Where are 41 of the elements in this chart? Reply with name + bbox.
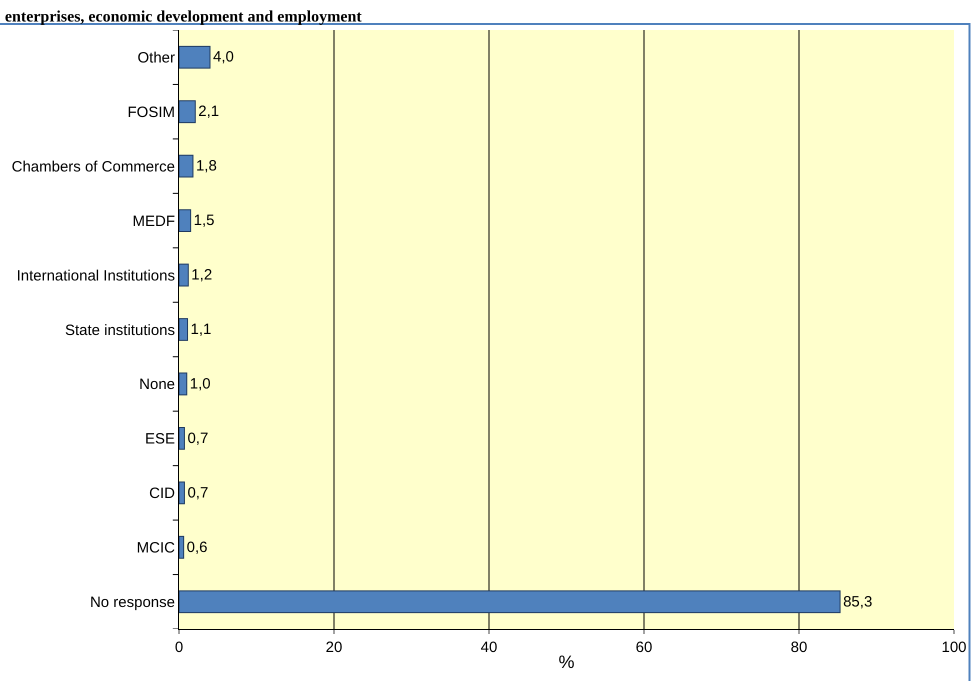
y-tick-label: State institutions xyxy=(64,322,175,339)
data-label: 0,7 xyxy=(187,484,208,502)
y-tick-label: No response xyxy=(90,594,175,612)
x-tick-label: 40 xyxy=(480,639,498,656)
y-tick-label: FOSIM xyxy=(128,104,175,121)
x-tick-label: 20 xyxy=(326,639,342,656)
bar xyxy=(179,536,184,559)
data-label: 1,5 xyxy=(194,212,214,230)
x-tick-label: 80 xyxy=(790,639,808,656)
bar xyxy=(179,590,841,614)
data-label: 2,1 xyxy=(198,103,220,120)
data-label: 85,3 xyxy=(843,593,872,610)
bar xyxy=(179,481,185,504)
data-label: 4,0 xyxy=(213,48,234,66)
data-label: 1,1 xyxy=(190,321,212,338)
data-label: 1,8 xyxy=(196,158,217,175)
chart-title: enterprises, economic development and employment xyxy=(4,8,362,26)
y-tick-label: MEDF xyxy=(132,212,175,230)
bar xyxy=(179,100,196,124)
bar xyxy=(179,209,192,232)
bar xyxy=(179,427,185,450)
bar xyxy=(179,318,188,341)
bar xyxy=(179,264,189,286)
data-label: 1,0 xyxy=(190,375,211,392)
bar xyxy=(179,372,188,396)
x-tick-label: 60 xyxy=(636,639,652,656)
y-tick-label: International Institutions xyxy=(16,267,175,284)
x-tick-label: 100 xyxy=(941,639,967,656)
bar xyxy=(179,154,194,178)
y-tick-label: Chambers of Commerce xyxy=(12,158,175,176)
data-label: 0,7 xyxy=(187,430,208,447)
y-tick-label: Other xyxy=(137,49,176,66)
data-label: 1,2 xyxy=(191,266,212,284)
bar xyxy=(179,46,210,69)
y-tick-label: CID xyxy=(149,485,176,502)
y-tick-label: MCIC xyxy=(136,540,176,557)
y-tick-label: ESE xyxy=(144,430,175,448)
data-label: 0,6 xyxy=(186,538,208,556)
x-tick-label: 0 xyxy=(174,639,184,656)
y-tick-label: None xyxy=(139,376,175,394)
x-axis-title: % xyxy=(558,652,575,672)
